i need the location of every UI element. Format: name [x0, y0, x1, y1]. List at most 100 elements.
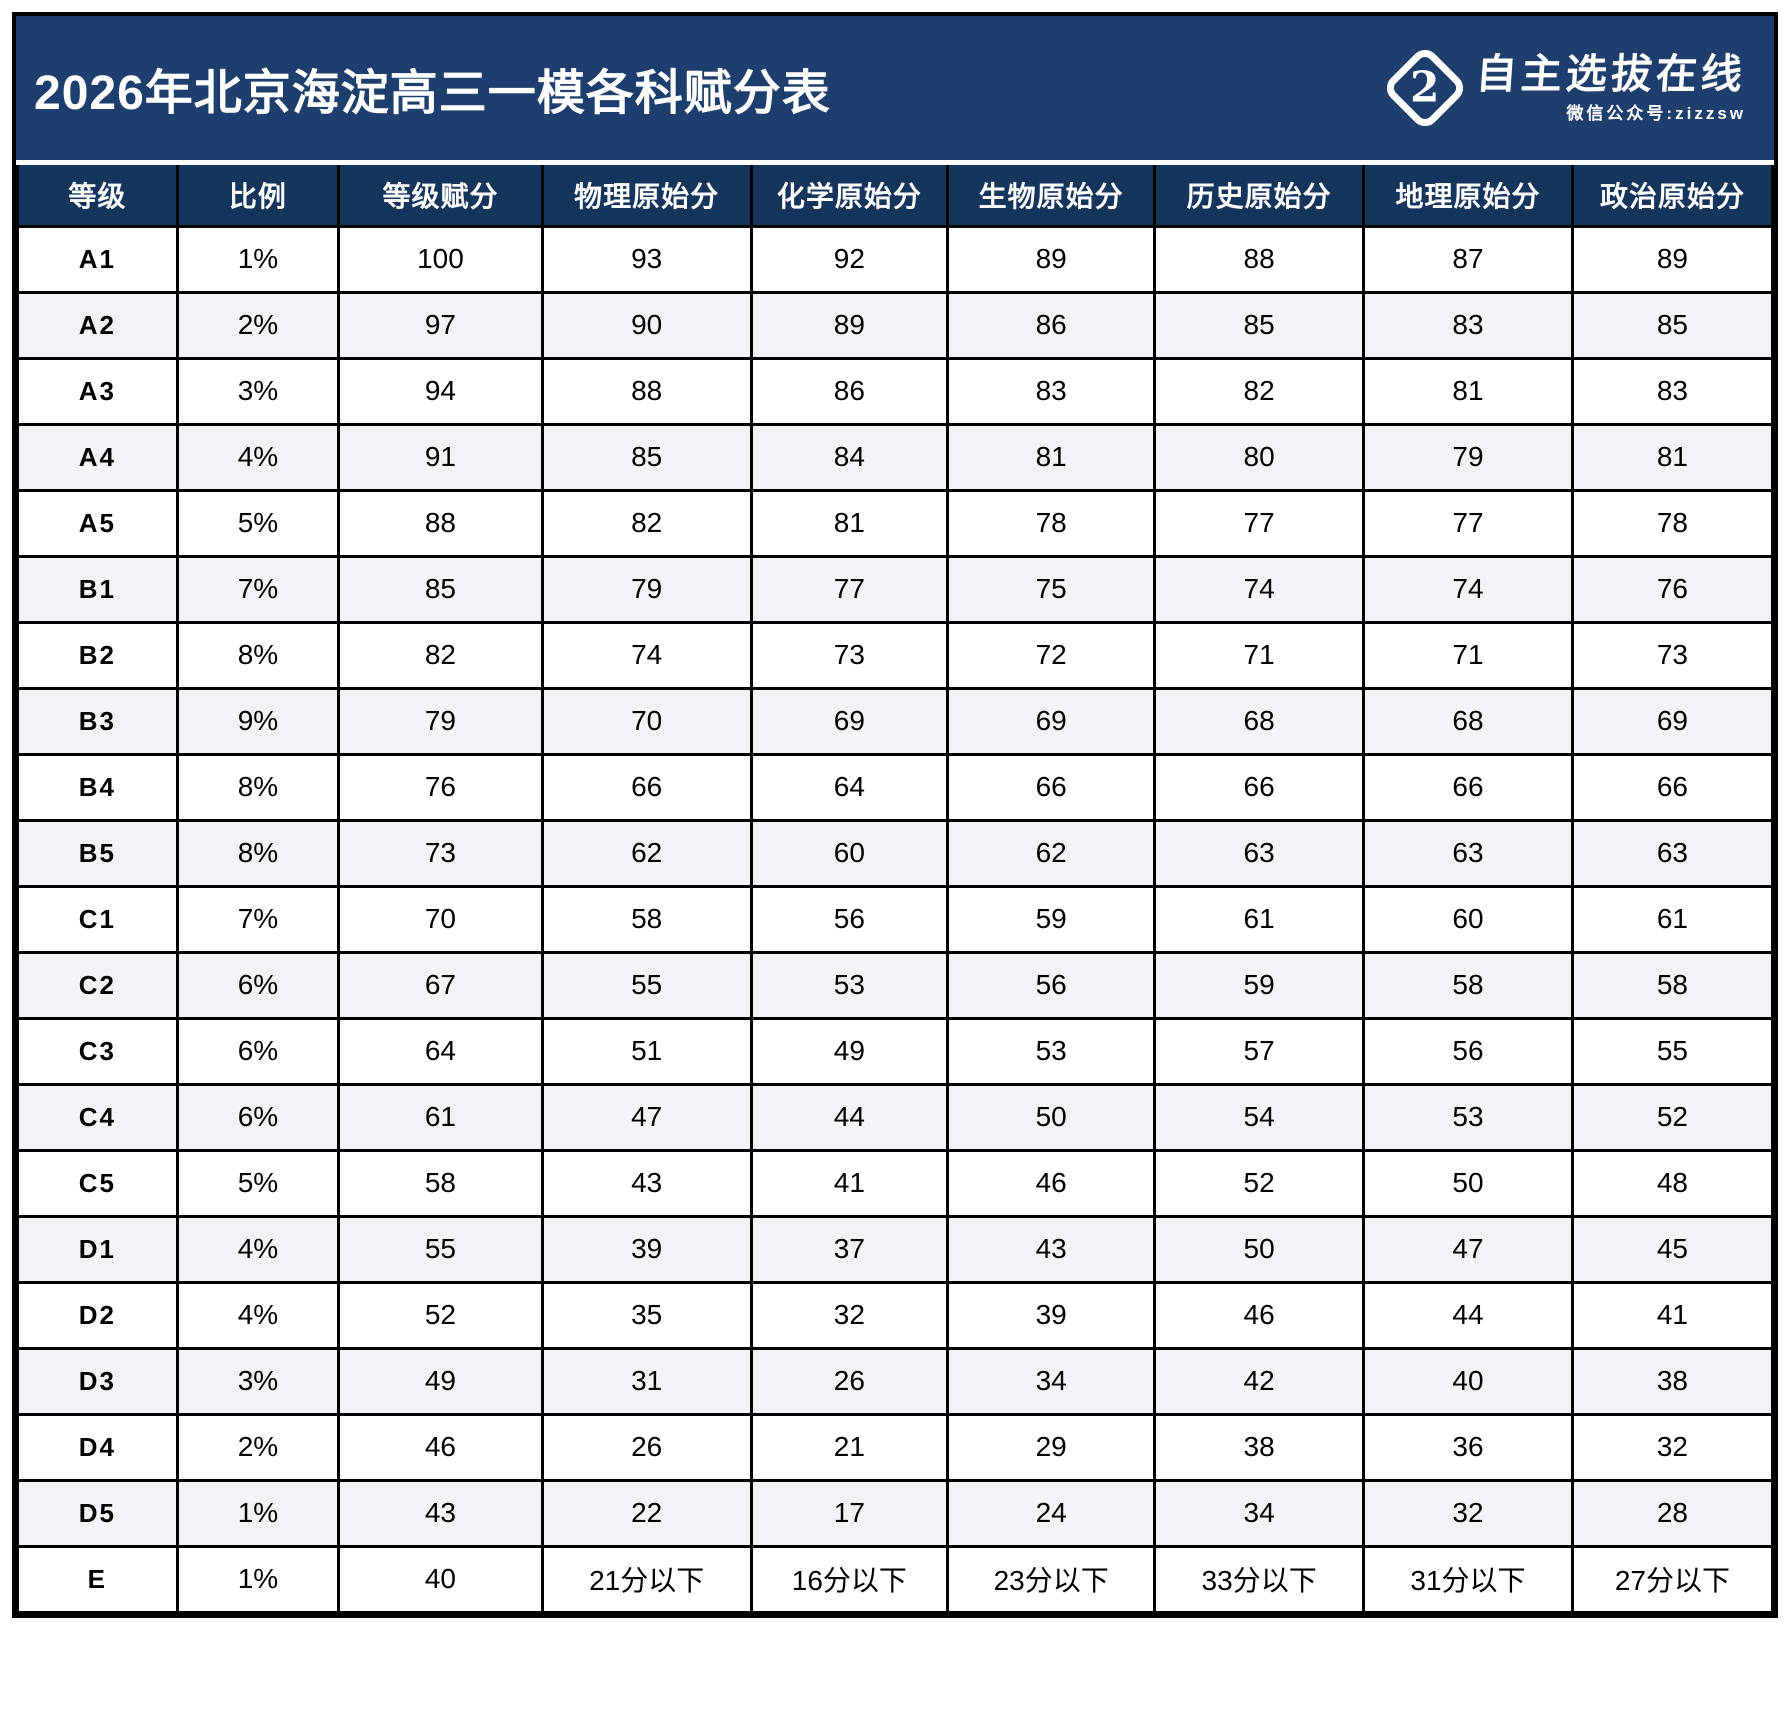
value-cell: 97 — [337, 290, 544, 360]
grade-cell: B3 — [16, 686, 179, 756]
grade-cell: A2 — [16, 290, 179, 360]
grade-cell: C4 — [16, 1082, 179, 1152]
value-cell: 59 — [946, 884, 1157, 954]
value-cell: 31分以下 — [1362, 1544, 1574, 1614]
grade-cell: B4 — [16, 752, 179, 822]
value-cell: 94 — [337, 356, 544, 426]
value-cell: 8% — [175, 818, 341, 888]
value-cell: 64 — [749, 752, 950, 822]
value-cell: 52 — [337, 1280, 544, 1350]
value-cell: 49 — [337, 1346, 544, 1416]
value-cell: 76 — [1570, 554, 1775, 624]
value-cell: 66 — [1362, 752, 1574, 822]
value-cell: 73 — [1570, 620, 1775, 690]
grade-cell: C2 — [16, 950, 179, 1020]
table-row: D5 1% 43 22 17 24 34 32 28 — [16, 1478, 1775, 1548]
value-cell: 46 — [1153, 1280, 1366, 1350]
score-table: 等级 比例 等级赋分 物理原始分 化学原始分 生物原始分 历史原始分 地理原始分 政治原始分 A… — [16, 165, 1775, 1614]
value-cell: 58 — [1570, 950, 1775, 1020]
value-cell: 8% — [175, 752, 341, 822]
value-cell: 83 — [946, 356, 1157, 426]
value-cell: 17 — [749, 1478, 950, 1548]
value-cell: 93 — [540, 224, 753, 294]
value-cell: 5% — [175, 1148, 341, 1218]
grade-cell: C1 — [16, 884, 179, 954]
value-cell: 78 — [946, 488, 1157, 558]
value-cell: 3% — [175, 1346, 341, 1416]
table-row: C3 6% 64 51 49 53 57 56 55 — [16, 1016, 1775, 1086]
value-cell: 40 — [337, 1544, 544, 1614]
table-body: A1 1% 100 93 92 89 88 87 89 A2 2% 97 90 89 86 85 83 85 A3 3… — [16, 224, 1775, 1614]
value-cell: 50 — [1153, 1214, 1366, 1284]
value-cell: 66 — [540, 752, 753, 822]
value-cell: 29 — [946, 1412, 1157, 1482]
value-cell: 27分以下 — [1570, 1544, 1775, 1614]
grade-cell: D2 — [16, 1280, 179, 1350]
table-row: E 1% 40 21分以下 16分以下 23分以下 33分以下 31分以下 27分以下 — [16, 1544, 1775, 1614]
value-cell: 77 — [749, 554, 950, 624]
value-cell: 89 — [946, 224, 1157, 294]
value-cell: 89 — [749, 290, 950, 360]
value-cell: 53 — [1362, 1082, 1574, 1152]
value-cell: 74 — [540, 620, 753, 690]
value-cell: 38 — [1153, 1412, 1366, 1482]
value-cell: 48 — [1570, 1148, 1775, 1218]
value-cell: 1% — [175, 224, 341, 294]
score-table-panel: 2026年北京海淀高三一模各科赋分表 2 自主选拔在线 微信公众号:zizzsw… — [12, 12, 1778, 1618]
value-cell: 84 — [749, 422, 950, 492]
value-cell: 32 — [1570, 1412, 1775, 1482]
value-cell: 60 — [749, 818, 950, 888]
grade-cell: B2 — [16, 620, 179, 690]
value-cell: 7% — [175, 884, 341, 954]
value-cell: 39 — [540, 1214, 753, 1284]
table-row: A1 1% 100 93 92 89 88 87 89 — [16, 224, 1775, 294]
value-cell: 100 — [337, 224, 544, 294]
value-cell: 2% — [175, 1412, 341, 1482]
value-cell: 61 — [337, 1082, 544, 1152]
value-cell: 82 — [337, 620, 544, 690]
value-cell: 66 — [1153, 752, 1366, 822]
value-cell: 68 — [1153, 686, 1366, 756]
value-cell: 54 — [1153, 1082, 1366, 1152]
value-cell: 75 — [946, 554, 1157, 624]
value-cell: 32 — [749, 1280, 950, 1350]
value-cell: 4% — [175, 1280, 341, 1350]
value-cell: 79 — [540, 554, 753, 624]
value-cell: 62 — [946, 818, 1157, 888]
value-cell: 81 — [1362, 356, 1574, 426]
value-cell: 69 — [1570, 686, 1775, 756]
value-cell: 70 — [337, 884, 544, 954]
value-cell: 74 — [1362, 554, 1574, 624]
column-header: 比例 — [175, 165, 341, 228]
table-row: B2 8% 82 74 73 72 71 71 73 — [16, 620, 1775, 690]
table-row: C5 5% 58 43 41 46 52 50 48 — [16, 1148, 1775, 1218]
value-cell: 66 — [946, 752, 1157, 822]
value-cell: 89 — [1570, 224, 1775, 294]
value-cell: 63 — [1153, 818, 1366, 888]
value-cell: 46 — [946, 1148, 1157, 1218]
value-cell: 87 — [1362, 224, 1574, 294]
value-cell: 53 — [749, 950, 950, 1020]
value-cell: 81 — [946, 422, 1157, 492]
brand-name: 自主选拔在线 — [1474, 49, 1748, 98]
value-cell: 92 — [749, 224, 950, 294]
table-row: C1 7% 70 58 56 59 61 60 61 — [16, 884, 1775, 954]
table-row: B5 8% 73 62 60 62 63 63 63 — [16, 818, 1775, 888]
grade-cell: B5 — [16, 818, 179, 888]
value-cell: 58 — [1362, 950, 1574, 1020]
column-header: 等级赋分 — [337, 165, 544, 228]
value-cell: 66 — [1570, 752, 1775, 822]
value-cell: 8% — [175, 620, 341, 690]
column-header: 化学原始分 — [749, 165, 950, 228]
value-cell: 64 — [337, 1016, 544, 1086]
value-cell: 83 — [1570, 356, 1775, 426]
value-cell: 88 — [540, 356, 753, 426]
value-cell: 36 — [1362, 1412, 1574, 1482]
column-header: 等级 — [16, 165, 179, 228]
table-row: C4 6% 61 47 44 50 54 53 52 — [16, 1082, 1775, 1152]
value-cell: 72 — [946, 620, 1157, 690]
grade-cell: A4 — [16, 422, 179, 492]
value-cell: 58 — [337, 1148, 544, 1218]
value-cell: 77 — [1153, 488, 1366, 558]
grade-cell: D5 — [16, 1478, 179, 1548]
